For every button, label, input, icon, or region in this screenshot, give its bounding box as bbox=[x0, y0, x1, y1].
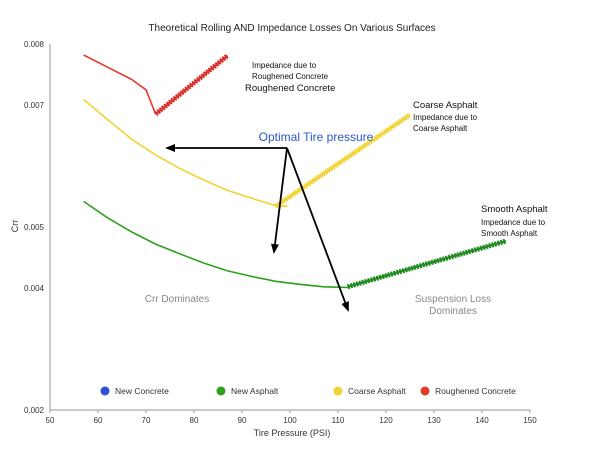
series-layer bbox=[83, 54, 348, 289]
y-tick-label: 0.007 bbox=[24, 101, 45, 110]
x-tick-label: 90 bbox=[238, 416, 247, 425]
y-axis-ticks: 0.002 0.004 0.005 0.007 0.008 bbox=[24, 40, 45, 415]
coarse-asphalt-label: Coarse Asphalt bbox=[413, 100, 478, 111]
series-line-coarse-asphalt bbox=[83, 98, 288, 208]
crr-dominates-label: Crr Dominates bbox=[145, 294, 209, 305]
y-tick-label: 0.008 bbox=[24, 40, 45, 49]
series-line-new-asphalt bbox=[83, 200, 348, 289]
legend-marker-roughened-concrete bbox=[420, 386, 430, 396]
x-tick-label: 100 bbox=[283, 416, 297, 425]
x-axis-label: Tire Pressure (PSI) bbox=[254, 428, 331, 438]
y-tick-label: 0.004 bbox=[24, 284, 45, 293]
x-axis-ticks: 50 60 70 80 90 100 110 120 130 140 150 bbox=[46, 410, 537, 425]
legend: New Concrete New Asphalt Coarse Asphalt Rou… bbox=[100, 386, 516, 396]
x-tick-label: 130 bbox=[427, 416, 441, 425]
impedance-rough-label-1: Impedance due to bbox=[252, 61, 317, 70]
optimal-arrows bbox=[165, 144, 349, 312]
y-tick-label: 0.002 bbox=[24, 406, 45, 415]
impedance-smooth-label-1: Impedance due to bbox=[481, 218, 546, 227]
roughened-concrete-label: Roughened Concrete bbox=[245, 83, 335, 94]
x-tick-label: 120 bbox=[379, 416, 393, 425]
impedance-coarse-label-1: Impedance due to bbox=[413, 113, 478, 122]
legend-marker-coarse-asphalt bbox=[333, 386, 343, 396]
impedance-rough-label-2: Roughened Concrete bbox=[252, 72, 329, 81]
x-tick-label: 110 bbox=[332, 416, 345, 425]
x-tick-label: 70 bbox=[142, 416, 151, 425]
x-tick-label: 140 bbox=[475, 416, 489, 425]
impedance-line-core-coarse-asphalt bbox=[274, 113, 411, 208]
impedance-smooth-label-2: Smooth Asphalt bbox=[481, 229, 538, 238]
impedance-layer bbox=[154, 53, 507, 290]
series-line-roughened-concrete bbox=[83, 54, 157, 115]
x-tick-label: 80 bbox=[190, 416, 199, 425]
legend-marker-new-concrete bbox=[100, 386, 110, 396]
chart-title: Theoretical Rolling AND Impedance Losses… bbox=[148, 23, 435, 34]
x-tick-label: 50 bbox=[46, 416, 55, 425]
smooth-asphalt-label: Smooth Asphalt bbox=[481, 204, 548, 215]
x-tick-label: 60 bbox=[94, 416, 103, 425]
x-tick-label: 150 bbox=[523, 416, 537, 425]
suspension-loss-label-1: Suspension Loss bbox=[415, 294, 491, 305]
legend-label-coarse-asphalt: Coarse Asphalt bbox=[348, 386, 406, 396]
impedance-line-core-roughened-concrete bbox=[154, 54, 229, 115]
arrow-to-smooth-asphalt bbox=[286, 147, 349, 312]
arrow-to-coarse-asphalt bbox=[271, 147, 288, 254]
legend-label-new-concrete: New Concrete bbox=[115, 386, 169, 396]
legend-label-new-asphalt: New Asphalt bbox=[231, 386, 279, 396]
legend-label-roughened-concrete: Roughened Concrete bbox=[435, 386, 516, 396]
impedance-line-core-smooth-asphalt bbox=[347, 239, 507, 288]
impedance-coarse-label-2: Coarse Asphalt bbox=[413, 124, 468, 133]
y-tick-label: 0.005 bbox=[24, 223, 45, 232]
y-axis-label: Crr bbox=[10, 220, 20, 233]
legend-marker-new-asphalt bbox=[216, 386, 226, 396]
optimal-pressure-label: Optimal Tire pressure bbox=[259, 130, 374, 144]
suspension-loss-label-2: Dominates bbox=[429, 306, 477, 317]
